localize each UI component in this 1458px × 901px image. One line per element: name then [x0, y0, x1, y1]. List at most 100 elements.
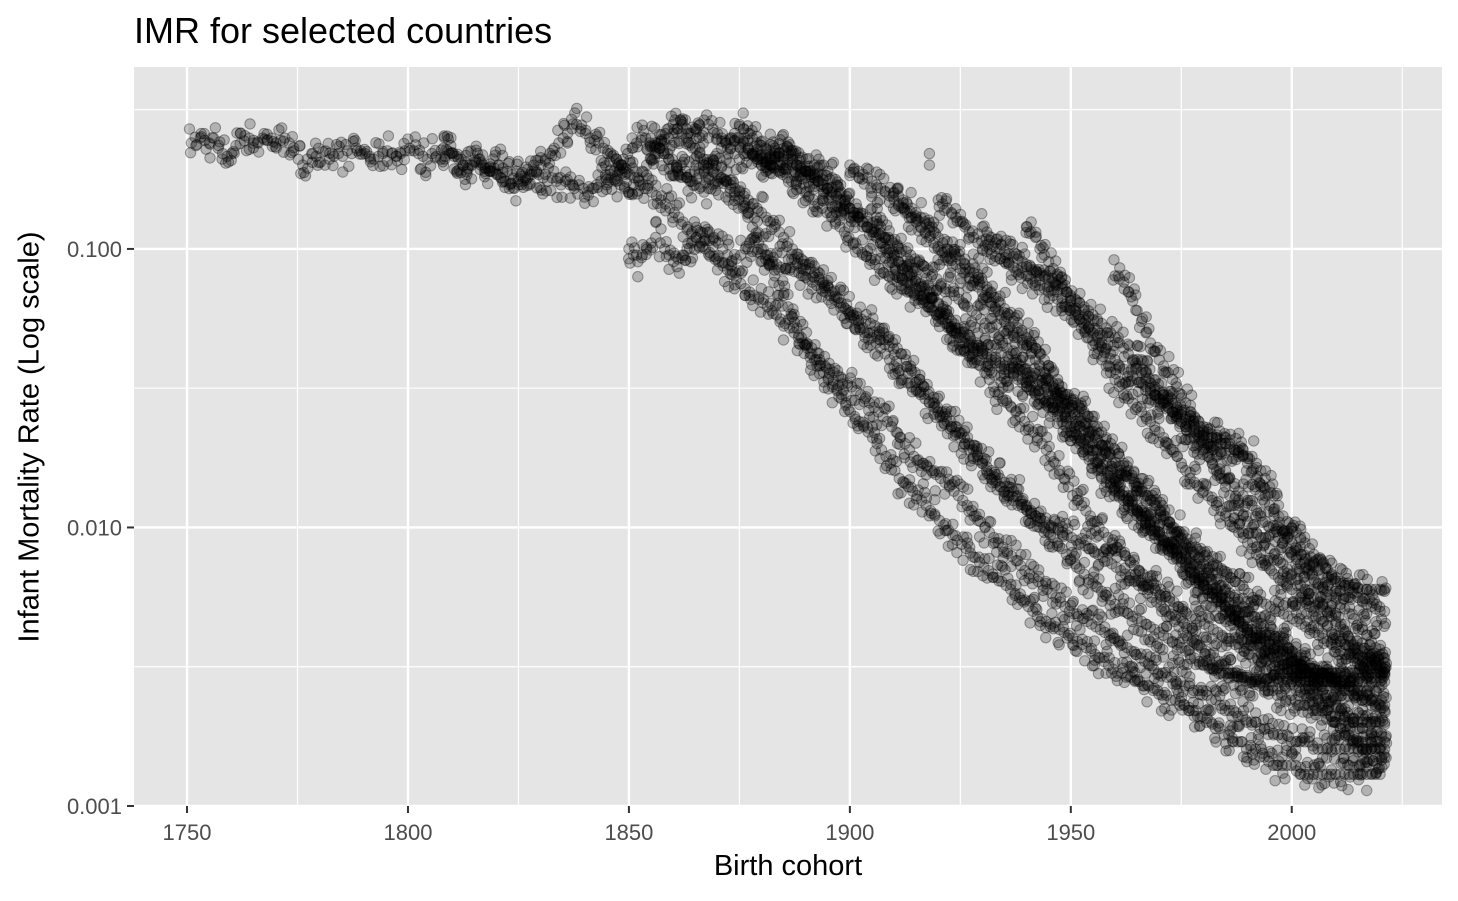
data-point: [987, 571, 999, 583]
data-point: [1378, 687, 1390, 699]
data-point: [398, 137, 410, 150]
data-point: [973, 556, 986, 568]
data-point: [940, 195, 952, 207]
data-point: [907, 485, 919, 497]
data-point: [337, 150, 349, 163]
data-point: [319, 145, 332, 157]
data-point: [987, 568, 999, 580]
data-point: [364, 156, 377, 168]
data-point: [573, 179, 585, 191]
data-point: [868, 427, 881, 439]
data-point: [539, 168, 552, 181]
data-point: [1211, 567, 1223, 579]
data-point: [813, 353, 826, 366]
data-point: [892, 182, 904, 194]
data-point: [901, 361, 913, 373]
data-point: [1018, 402, 1030, 414]
data-point: [244, 118, 256, 130]
data-point: [969, 551, 981, 564]
data-point: [573, 174, 585, 187]
data-point: [866, 432, 879, 444]
data-point: [354, 145, 367, 157]
data-point: [1004, 583, 1017, 595]
data-point: [457, 160, 469, 172]
data-point: [782, 301, 794, 313]
data-point: [728, 186, 741, 198]
data-point: [836, 388, 848, 401]
data-point: [799, 338, 811, 351]
data-point: [776, 300, 788, 312]
data-point: [251, 136, 264, 148]
data-point: [939, 406, 951, 418]
data-point: [626, 142, 638, 154]
data-point: [685, 192, 698, 204]
data-point: [991, 559, 1004, 571]
data-point: [441, 130, 454, 142]
data-point: [973, 551, 985, 563]
data-point: [862, 422, 874, 434]
data-point: [358, 143, 371, 156]
data-point: [630, 137, 643, 149]
data-point: [277, 135, 289, 147]
data-point: [793, 337, 805, 350]
data-point: [546, 172, 558, 184]
data-point: [777, 334, 790, 346]
data-point: [489, 149, 501, 162]
data-point: [858, 419, 870, 431]
data-point: [874, 452, 886, 465]
data-point: [213, 139, 225, 152]
data-point: [415, 162, 427, 175]
data-point: [505, 177, 517, 190]
data-point: [688, 165, 701, 178]
data-point: [1151, 525, 1164, 538]
data-point: [738, 200, 750, 213]
data-point: [635, 134, 647, 147]
data-point: [648, 139, 661, 152]
data-point: [929, 494, 941, 506]
data-point: [227, 145, 240, 158]
data-point: [309, 137, 322, 149]
data-point: [568, 182, 580, 195]
data-point: [198, 127, 211, 140]
data-point: [929, 510, 941, 522]
data-point: [1027, 410, 1039, 423]
data-point: [559, 175, 572, 187]
data-point: [1033, 385, 1045, 397]
data-point: [477, 149, 489, 161]
data-point: [382, 130, 395, 142]
data-point: [252, 137, 264, 149]
data-point: [292, 153, 304, 165]
data-point: [459, 179, 472, 191]
data-point: [933, 390, 945, 402]
data-point: [911, 490, 923, 502]
data-point: [1053, 450, 1065, 462]
data-point: [920, 492, 933, 504]
data-point: [702, 162, 714, 174]
data-point: [195, 131, 208, 143]
data-point: [716, 160, 728, 172]
data-point: [554, 171, 566, 184]
data-point: [1219, 682, 1232, 694]
data-point: [1036, 613, 1048, 625]
data-point: [324, 147, 336, 159]
data-point: [762, 254, 775, 266]
data-point: [435, 153, 447, 165]
data-point: [684, 168, 696, 181]
data-point: [555, 147, 567, 159]
data-point: [377, 147, 389, 160]
data-point: [947, 518, 959, 530]
data-point: [470, 156, 483, 168]
data-point: [435, 144, 448, 156]
data-point: [1123, 597, 1136, 609]
data-point: [294, 140, 306, 152]
data-point: [694, 152, 706, 164]
data-point: [703, 173, 715, 186]
data-point: [488, 162, 500, 174]
data-point: [917, 478, 929, 490]
data-point: [675, 159, 687, 171]
data-point: [404, 144, 416, 157]
data-point: [417, 150, 429, 163]
data-point: [994, 457, 1006, 469]
data-point: [452, 153, 465, 165]
data-point: [673, 169, 685, 181]
